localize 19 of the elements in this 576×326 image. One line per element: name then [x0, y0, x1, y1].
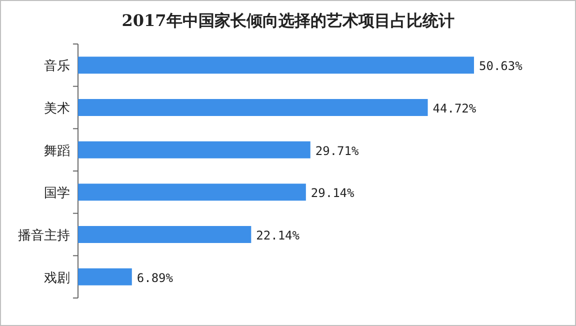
data-label: 22.14% [256, 228, 300, 242]
bar [78, 141, 310, 158]
bar [78, 99, 428, 116]
bar [78, 226, 252, 243]
y-tick-label: 播音主持 [18, 228, 70, 244]
bar [78, 268, 132, 286]
y-tick-label: 美术 [44, 100, 70, 116]
bar [78, 56, 474, 74]
y-tick-label: 舞蹈 [44, 144, 70, 159]
data-label: 50.63% [479, 59, 524, 74]
data-label: 29.14% [310, 186, 356, 200]
data-label: 29.71% [315, 144, 360, 158]
bar [78, 184, 306, 201]
y-tick-label: 戏剧 [44, 270, 70, 286]
title: 2017年中国家长倾向选择的艺术项目占比统计 [122, 11, 454, 30]
data-label: 6.89% [136, 270, 174, 285]
y-tick-label: 音乐 [44, 59, 70, 74]
data-label: 44.72% [432, 102, 477, 116]
y-tick-label: 国学 [44, 186, 70, 202]
